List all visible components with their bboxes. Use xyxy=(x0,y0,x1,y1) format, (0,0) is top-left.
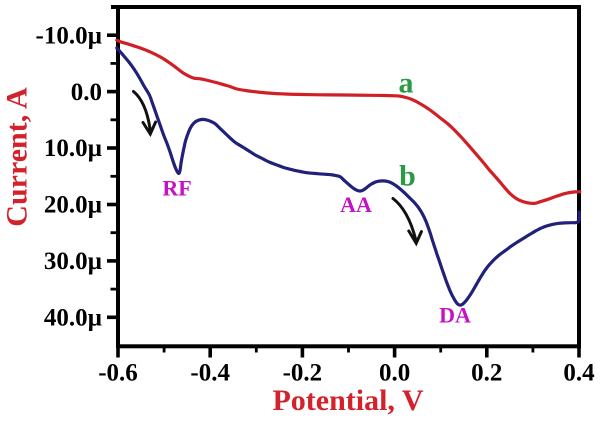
svg-text:0.4: 0.4 xyxy=(563,360,595,387)
svg-text:-10.0µ: -10.0µ xyxy=(36,22,102,49)
svg-text:a: a xyxy=(399,67,414,100)
svg-text:AA: AA xyxy=(340,192,372,217)
svg-text:DA: DA xyxy=(439,303,471,328)
svg-text:40.0µ: 40.0µ xyxy=(44,305,102,332)
svg-text:-0.4: -0.4 xyxy=(190,360,230,387)
svg-text:RF: RF xyxy=(162,176,191,201)
svg-text:-0.6: -0.6 xyxy=(98,360,138,387)
svg-text:0.0: 0.0 xyxy=(71,79,102,106)
svg-text:-0.2: -0.2 xyxy=(283,360,323,387)
svg-text:0.0: 0.0 xyxy=(379,360,410,387)
svg-text:10.0µ: 10.0µ xyxy=(44,135,102,162)
svg-text:20.0µ: 20.0µ xyxy=(44,192,102,219)
svg-text:b: b xyxy=(399,160,416,193)
svg-text:Potential, V: Potential, V xyxy=(272,384,423,417)
svg-text:30.0µ: 30.0µ xyxy=(44,248,102,275)
svg-text:0.2: 0.2 xyxy=(471,360,502,387)
svg-text:Current, A: Current, A xyxy=(1,87,34,227)
